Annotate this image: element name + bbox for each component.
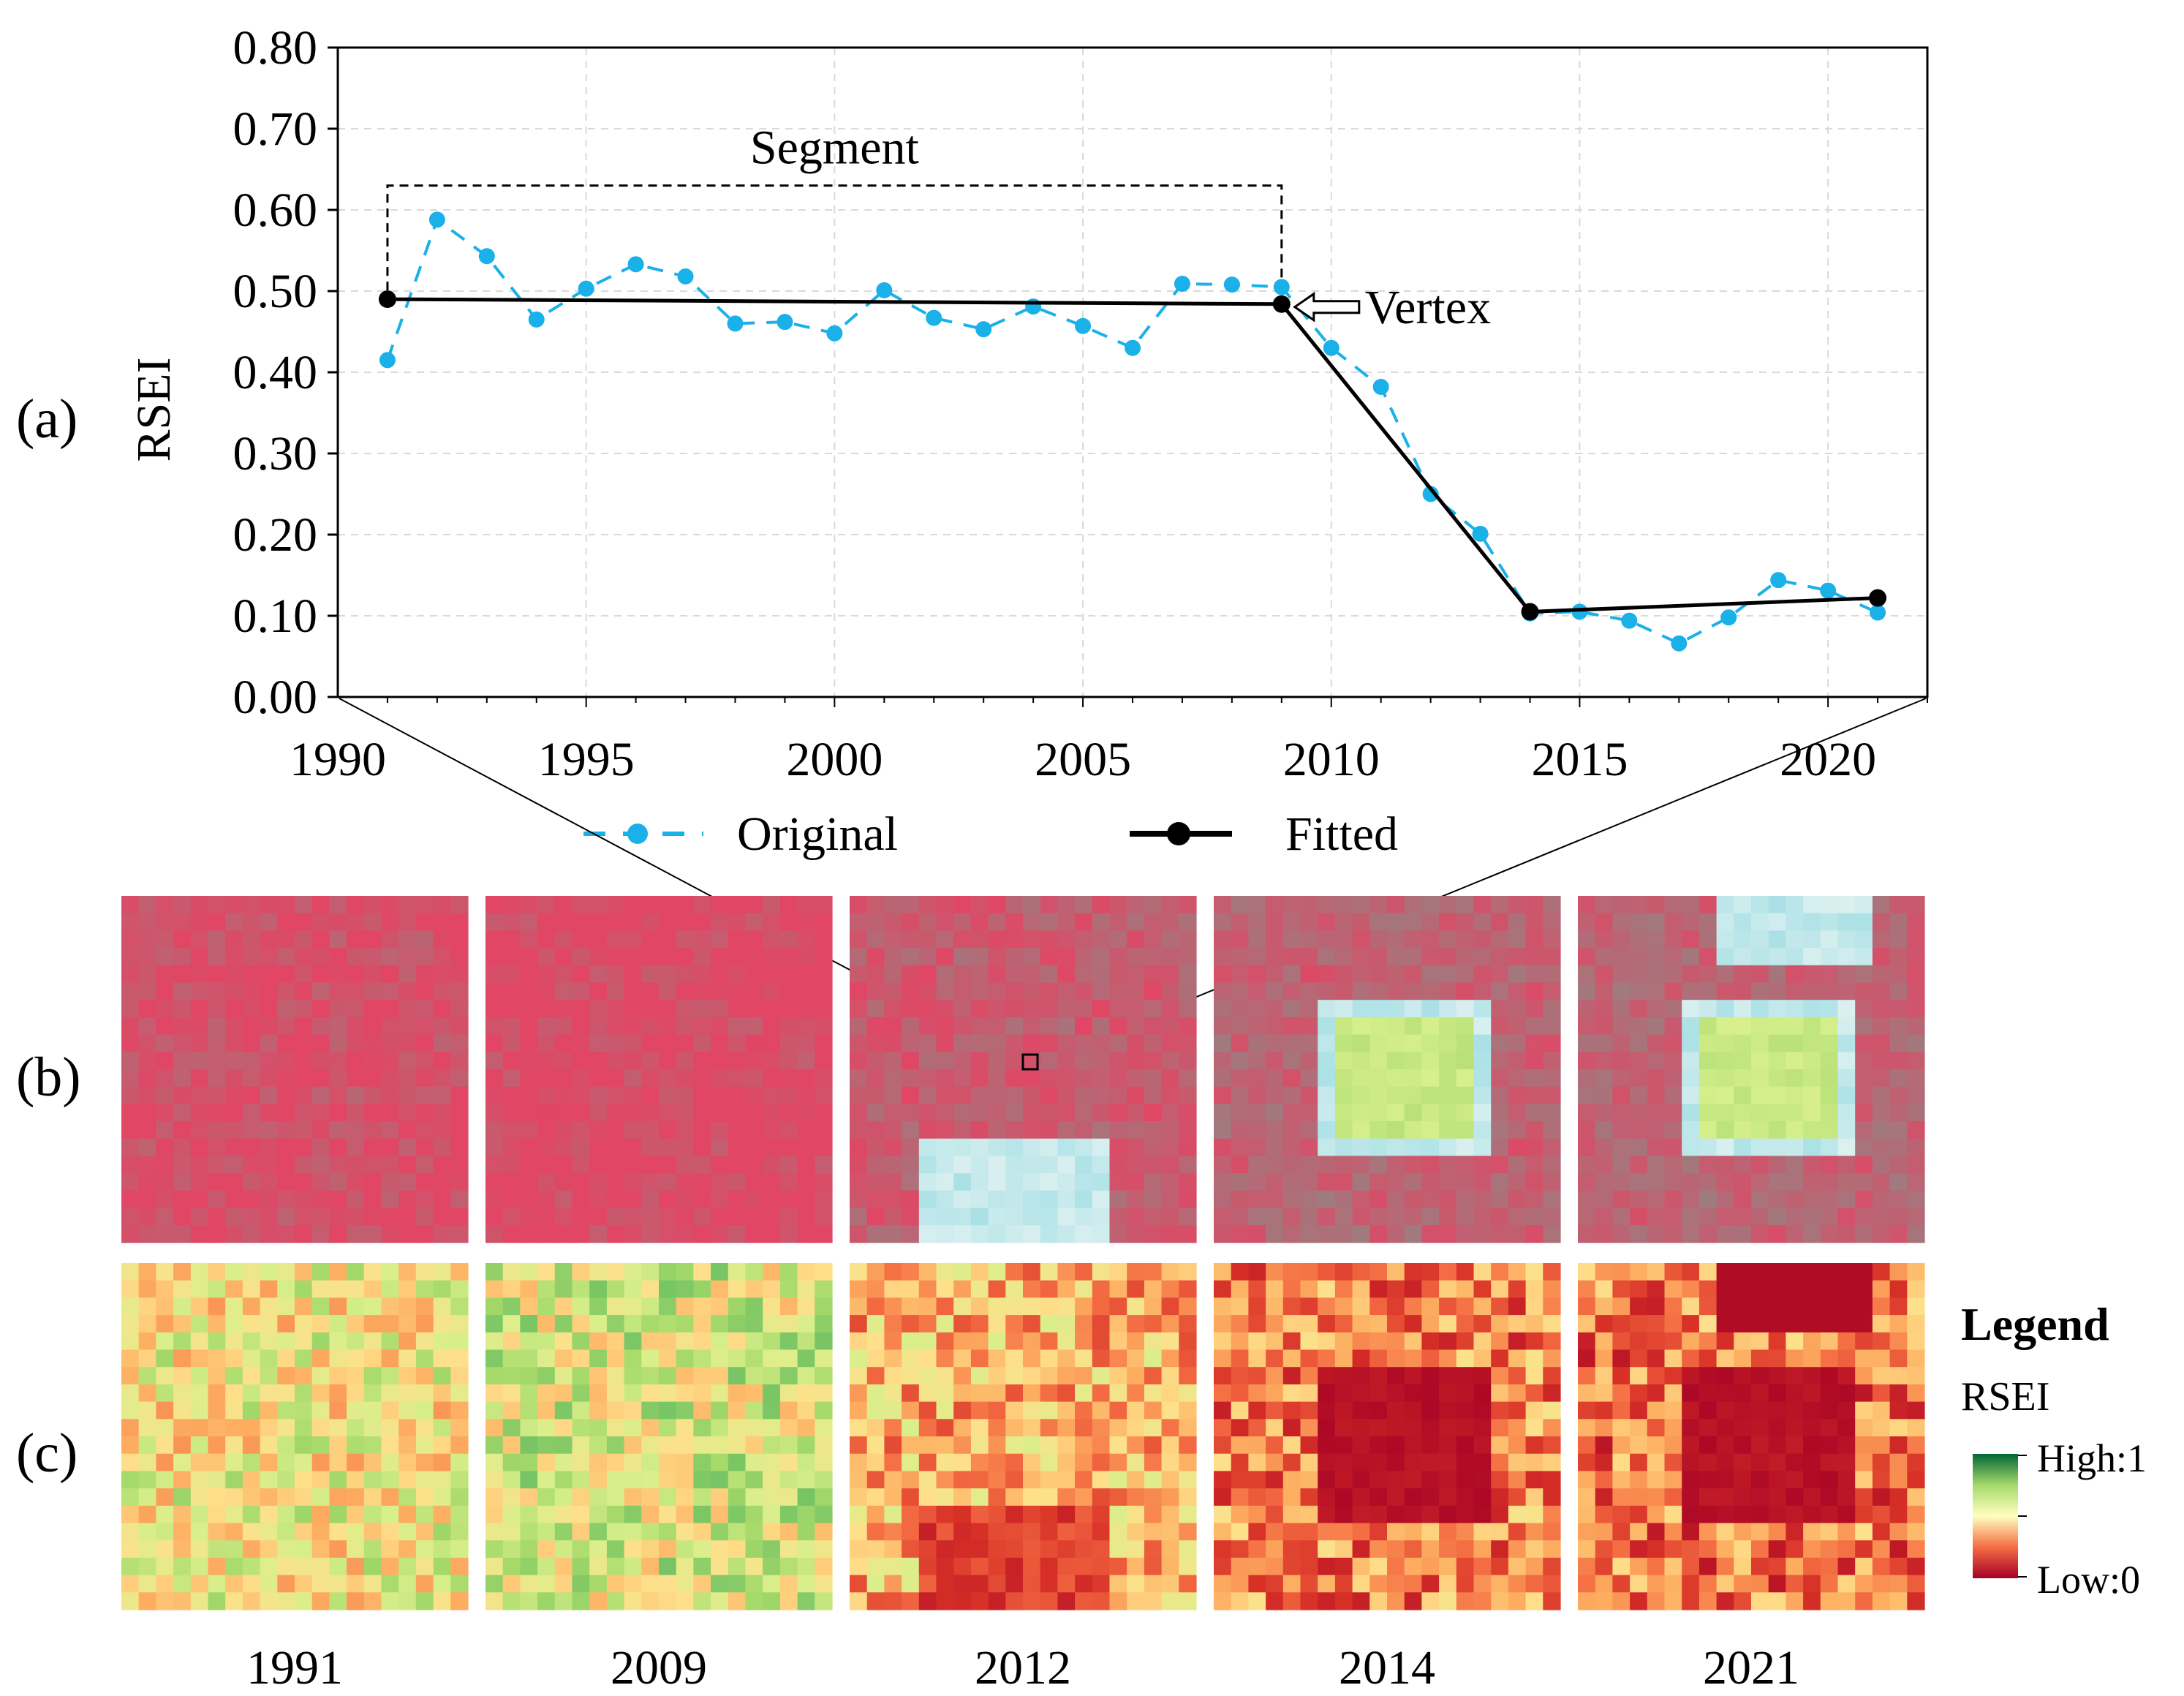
rsei-tile (485, 1263, 833, 1610)
year-label-2012: 2012 (975, 1641, 1071, 1695)
year-label-2009: 2009 (611, 1641, 707, 1695)
data-point-fitted (1869, 589, 1887, 607)
grid-lines (338, 48, 1927, 697)
x-tick-label: 2010 (1283, 733, 1380, 786)
data-point-original (1571, 603, 1588, 620)
series-fitted (378, 290, 1887, 621)
rsei-legend-high: High:1 (2037, 1436, 2147, 1480)
year-label-2021: 2021 (1703, 1641, 1799, 1695)
x-axis-ticks: 1990 1995 2000 2005 2010 2015 2020 (290, 697, 1928, 786)
panel-label-a: (a) (16, 388, 78, 450)
data-point-original (727, 315, 744, 332)
y-tick-label: 0.00 (233, 671, 318, 724)
data-point-original (1720, 609, 1737, 626)
rsei-legend: Legend RSEI High:1 Low:0 (1961, 1298, 2147, 1602)
rsei-tile (1214, 1263, 1561, 1610)
false-color-image-row (121, 896, 1925, 1243)
data-point-original (1671, 635, 1688, 652)
legend-fitted-label: Fitted (1285, 807, 1398, 861)
rsei-line-chart: 0.00 0.10 0.20 0.30 0.40 0.50 0.60 0.70 0.80 199… (127, 21, 1929, 786)
data-point-original (1820, 582, 1837, 599)
rsei-map-row (121, 1263, 1925, 1610)
data-point-original (578, 280, 594, 297)
vertex-label: Vertex (1365, 281, 1491, 334)
rsei-legend-low: Low:0 (2037, 1558, 2140, 1602)
y-tick-label: 0.20 (233, 508, 318, 562)
rsei-color-ramp (1973, 1454, 2018, 1578)
y-tick-label: 0.10 (233, 589, 318, 643)
legend-original-marker (627, 823, 648, 844)
series-original (379, 211, 1886, 652)
x-tick-label: 2000 (786, 733, 883, 786)
y-tick-label: 0.80 (233, 21, 318, 75)
data-point-fitted (1521, 603, 1539, 621)
rsei-tile (1578, 1263, 1925, 1610)
false-color-tile (485, 896, 833, 1243)
data-point-fitted (1272, 295, 1291, 313)
data-point-original (926, 309, 942, 326)
data-point-original (1422, 486, 1439, 502)
data-point-original (627, 256, 644, 273)
data-point-original (1472, 525, 1489, 542)
false-color-tile (121, 896, 469, 1243)
data-point-original (1870, 604, 1886, 621)
data-point-original (428, 211, 445, 228)
data-point-original (478, 248, 495, 265)
x-tick-label: 1995 (538, 733, 635, 786)
rsei-tile (850, 1263, 1197, 1610)
series-line-original (386, 218, 1878, 645)
y-axis-title: RSEI (127, 357, 181, 461)
data-point-original (1075, 317, 1092, 334)
data-point-original (1323, 339, 1340, 356)
rsei-tile (121, 1263, 469, 1610)
series-line-fitted (387, 297, 1878, 614)
segment-bracket (386, 184, 1283, 291)
chart-legend: Original Fitted (583, 807, 1398, 861)
x-tick-label: 2005 (1035, 733, 1131, 786)
rsei-legend-subtitle: RSEI (1961, 1374, 2049, 1420)
x-tick-label: 2015 (1531, 733, 1628, 786)
x-tick-label: 2020 (1780, 733, 1876, 786)
legend-fitted-marker (1167, 822, 1190, 845)
plot-frame (336, 46, 1929, 698)
x-tick-label: 1990 (290, 733, 386, 786)
data-point-original (1174, 276, 1190, 293)
y-tick-label: 0.30 (233, 427, 318, 480)
y-tick-label: 0.60 (233, 184, 318, 237)
false-color-tile (1578, 896, 1925, 1243)
data-point-original (777, 314, 793, 331)
data-point-original (1770, 572, 1787, 589)
year-label-1991: 1991 (246, 1641, 343, 1695)
year-label-2014: 2014 (1339, 1641, 1435, 1695)
data-point-original (528, 311, 545, 328)
data-point-original (1125, 339, 1141, 356)
y-axis-ticks: 0.00 0.10 0.20 0.30 0.40 0.50 0.60 0.70 0.80 (233, 21, 338, 724)
sample-pixel-marker (1021, 1053, 1039, 1071)
segment-label: Segment (750, 121, 919, 175)
false-color-tile (850, 896, 1197, 1243)
legend-original-label: Original (737, 807, 898, 861)
data-point-original (379, 352, 396, 369)
data-point-original (1372, 378, 1389, 395)
data-point-original (876, 282, 893, 298)
data-point-original (826, 325, 843, 342)
data-point-fitted (378, 290, 396, 309)
panel-label-c: (c) (16, 1422, 78, 1484)
data-point-original (975, 321, 992, 338)
rsei-legend-title: Legend (1961, 1298, 2109, 1350)
y-tick-label: 0.70 (233, 102, 318, 156)
data-point-original (1273, 279, 1290, 295)
data-point-original (677, 268, 694, 285)
data-point-original (1223, 276, 1240, 293)
panel-label-b: (b) (16, 1047, 81, 1108)
vertex-arrow-icon (1293, 291, 1361, 323)
chart-annotations: Segment Vertex (386, 121, 1491, 334)
y-tick-label: 0.50 (233, 265, 318, 318)
false-color-tile (1214, 896, 1561, 1243)
y-tick-label: 0.40 (233, 346, 318, 399)
data-point-original (1621, 612, 1638, 629)
